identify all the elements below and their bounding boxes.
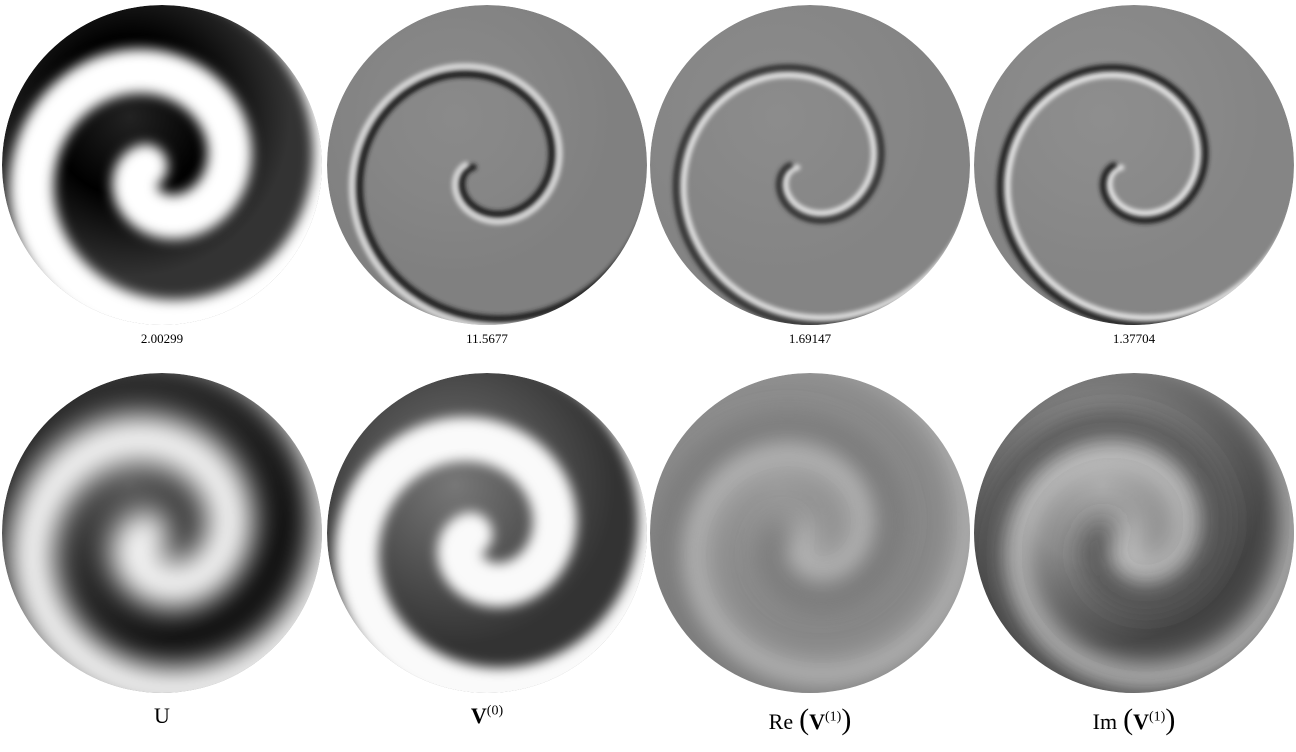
spiral-panel: [650, 5, 970, 325]
paren: (: [793, 703, 810, 736]
panel-caption: 0.903849: [138, 699, 187, 700]
spiral-arm: [327, 5, 647, 323]
spiral-arm: [650, 373, 970, 693]
spiral-panel: [2, 373, 322, 693]
panel-caption: 1.34923: [466, 699, 508, 700]
spiral-arm: [650, 5, 970, 325]
spiral-panel: [650, 373, 970, 693]
spiral-panel: [2, 5, 322, 325]
spiral-arm: [2, 373, 322, 693]
label-part: Im: [1092, 709, 1118, 734]
spiral-panel: [327, 5, 647, 325]
spiral-arm: [974, 373, 1294, 693]
spiral-arm: [327, 5, 647, 325]
label-part: V: [470, 703, 487, 728]
label-part: V: [809, 709, 825, 734]
spiral-arm: [2, 5, 322, 325]
panel-caption: 1.69147: [789, 331, 832, 346]
label-part: (0): [486, 703, 504, 719]
column-label: Im (V(1)): [984, 703, 1284, 737]
column-label: Re (V(1)): [660, 703, 960, 737]
spiral-arm: [974, 373, 1294, 693]
label-part: Re: [768, 709, 794, 734]
panel-caption: 1.37704: [1113, 331, 1156, 346]
spiral-arm: [974, 5, 1294, 321]
label-part: (1): [825, 709, 842, 725]
label-part: U: [154, 703, 170, 728]
paren: ): [841, 703, 852, 736]
label-part: (1): [1149, 709, 1166, 725]
panel-caption: 0.213635: [1110, 699, 1159, 700]
panel-caption: 2.00299: [141, 331, 183, 346]
column-label: V(0): [337, 703, 637, 729]
column-label: U: [12, 703, 312, 729]
spiral-panel: [974, 373, 1294, 693]
panel-caption: 0.373691: [786, 699, 835, 700]
panels: 2.00299 11.5677 1.69147 1.37704 0.903849 1.34…: [2, 5, 1294, 700]
paren: ): [1165, 703, 1176, 736]
spiral-arm: [327, 373, 647, 693]
label-part: V: [1133, 709, 1149, 734]
spiral-arm: [650, 373, 970, 693]
paren: (: [1117, 703, 1134, 736]
spiral-arm: [650, 5, 970, 321]
spiral-panel: [974, 5, 1294, 325]
spiral-panel: [327, 373, 647, 693]
panel-caption: 11.5677: [466, 331, 508, 346]
spiral-arm: [974, 5, 1294, 325]
